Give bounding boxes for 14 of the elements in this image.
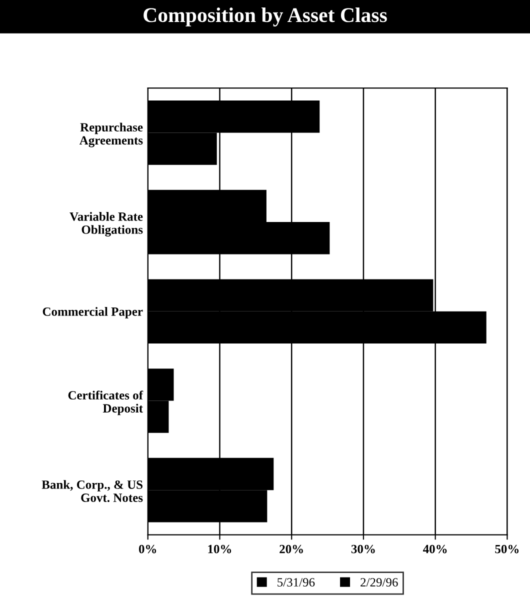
x-tick-label: 30% (351, 544, 375, 554)
x-tick-label: 10% (208, 544, 232, 554)
x-tick-label: 40% (423, 544, 447, 554)
legend-label: 5/31/96 (278, 578, 315, 587)
x-tick-label: 50% (495, 544, 519, 554)
x-tick-label: 0% (138, 544, 156, 554)
y-tick-label: Repurchase Agreements (79, 122, 143, 148)
legend-label: 2/29/96 (360, 578, 398, 587)
y-tick-label: Commercial Paper (42, 307, 143, 318)
chart-title: Composition by Asset Class (144, 8, 387, 26)
x-tick-label: 20% (280, 544, 303, 554)
y-tick-label: Variable Rate Obligations (70, 212, 143, 237)
y-tick-label: Bank, Corp., & US Govt. Notes (42, 480, 143, 502)
y-tick-label: Certificates of Deposit (68, 390, 144, 416)
